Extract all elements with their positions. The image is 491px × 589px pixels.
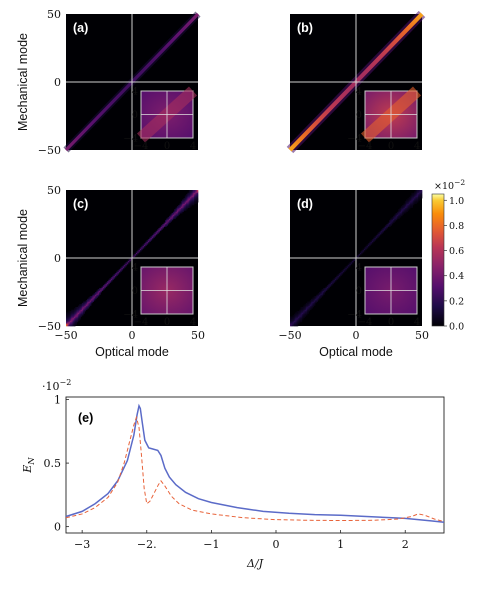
x-tick-label: 2 <box>402 538 409 551</box>
inset-y-tick-label: 4 <box>132 87 138 98</box>
panel-label: (e) <box>78 411 93 425</box>
inset-plot: −4 0 4 −4 0 4 <box>123 263 196 329</box>
colorbar-tick-label: 0.6 <box>449 246 464 257</box>
inset-y-tick-label: 0 <box>132 110 138 121</box>
inset-x-tick-label: 4 <box>414 317 420 328</box>
y-axis-label: EN <box>21 457 37 474</box>
x-axis-label: Optical mode <box>95 345 169 359</box>
inset-y-tick-label: −4 <box>347 134 362 145</box>
x-tick-label: 0 <box>129 329 136 342</box>
inset-y-tick-label: 0 <box>356 110 362 121</box>
x-tick-label: 1 <box>337 538 344 551</box>
y-axis-label: Mechanical mode <box>16 33 30 131</box>
x-axis-label: Optical mode <box>319 345 393 359</box>
colorbar-tick-label: 1.0 <box>449 196 464 207</box>
colorbar-tick-label: 0.2 <box>449 296 464 307</box>
inset-x-tick-label: −4 <box>134 141 149 152</box>
y-tick-label: 1 <box>54 394 61 407</box>
y-tick-label: 50 <box>47 184 61 197</box>
inset-x-tick-label: −4 <box>358 317 373 328</box>
y-tick-label: 0 <box>54 252 61 265</box>
inset-plot: −4 0 4 −4 0 4 <box>347 87 422 152</box>
x-tick-label: −50 <box>278 329 301 342</box>
colorbar-tick-label: 0.8 <box>449 221 464 232</box>
x-tick-label: −50 <box>54 329 77 342</box>
y-tick-label: 0 <box>54 76 61 89</box>
inset-x-tick-label: 0 <box>164 141 170 152</box>
y-tick-label: 0.5 <box>44 457 62 470</box>
colorbar-tick-label: 0.4 <box>449 271 464 282</box>
x-tick-label: −2. <box>137 538 157 551</box>
staircase-band <box>290 190 423 327</box>
inset-y-tick-label: −4 <box>123 310 138 321</box>
inset-y-tick-label: 4 <box>132 263 138 274</box>
inset-y-tick-label: 0 <box>356 286 362 297</box>
inset-x-tick-label: 0 <box>164 317 170 328</box>
inset-y-tick-label: −4 <box>123 134 138 145</box>
colorbar-tick-label: 0.0 <box>449 322 464 333</box>
colorbar-scale-label: ×10−2 <box>434 178 465 192</box>
inset-y-tick-label: −4 <box>347 310 362 321</box>
x-tick-label: 0 <box>273 538 280 551</box>
inset-plot: −4 0 4 −4 0 4 <box>347 263 420 329</box>
inset-y-tick-label: 4 <box>356 87 362 98</box>
inset-x-tick-label: 0 <box>388 141 394 152</box>
inset-x-tick-label: 4 <box>190 317 196 328</box>
inset-x-tick-label: 4 <box>190 141 196 152</box>
plot-frame <box>65 396 445 534</box>
inset-x-tick-label: 4 <box>414 141 420 152</box>
y-tick-label: −50 <box>38 320 61 333</box>
y-tick-label: 50 <box>47 8 61 21</box>
x-tick-label: 0 <box>353 329 360 342</box>
heatmap-panel-a: −4 0 4 −4 0 4 (a) −50 0 50 Mechanical mode <box>16 8 201 157</box>
x-tick-label: 50 <box>415 329 429 342</box>
heatmap-panel-b: −4 0 4 −4 0 4 (b) <box>286 10 426 154</box>
inset-plot: −4 0 4 −4 0 4 <box>123 87 198 152</box>
inset-x-tick-label: 0 <box>388 317 394 328</box>
x-tick-label: 50 <box>191 329 205 342</box>
panel-label: (c) <box>73 197 88 211</box>
x-tick-label: −3 <box>74 538 90 551</box>
x-axis-label: Δ/J <box>246 557 264 570</box>
series-line-1 <box>65 403 445 523</box>
colorbar-gradient <box>431 193 445 327</box>
panel-label: (b) <box>297 21 313 35</box>
x-tick-label: −1 <box>203 538 219 551</box>
inset-x-tick-label: −4 <box>134 317 149 328</box>
y-tick-label: −50 <box>38 144 61 157</box>
series-line-2 <box>65 415 445 523</box>
line-plot-e: −3 −2. −1 0 1 2 0 0.5 1 (e) ·10−2 EN Δ/J <box>21 378 445 570</box>
panel-label: (d) <box>297 197 313 211</box>
y-tick-label: 0 <box>54 521 61 534</box>
panel-label: (a) <box>73 21 88 35</box>
colorbar: 0.0 0.2 0.4 0.6 0.8 1.0 ×10−2 <box>431 178 465 333</box>
y-axis-label: Mechanical mode <box>16 209 30 307</box>
y-scale-label: ·10−2 <box>42 378 71 393</box>
inset-y-tick-label: 0 <box>132 286 138 297</box>
staircase-band <box>66 190 199 327</box>
inset-y-tick-label: 4 <box>356 263 362 274</box>
inset-x-tick-label: −4 <box>358 141 373 152</box>
